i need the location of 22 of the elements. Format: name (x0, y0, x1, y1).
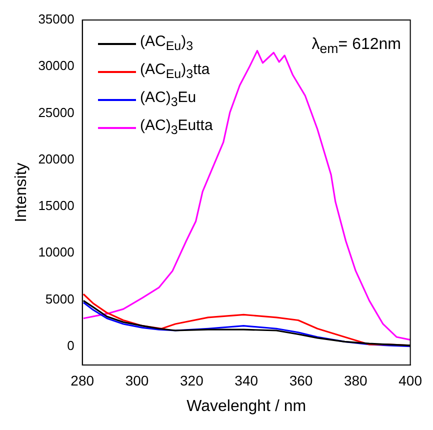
annotation: λ$_{em}$= 612nm (312, 36, 401, 56)
y-tick-label: 35000 (38, 12, 74, 27)
y-tick-label: 25000 (38, 104, 74, 120)
x-tick-label: 280 (70, 372, 94, 388)
y-axis-title: Intensity (13, 162, 30, 222)
legend-label: (AC)$_{3}$Eu (140, 88, 196, 111)
y-tick-label: 5000 (45, 291, 74, 306)
x-tick-label: 380 (344, 372, 368, 388)
y-tick-label: 20000 (38, 151, 74, 166)
y-tick-label: 10000 (38, 244, 74, 260)
x-tick-label: 320 (180, 372, 204, 388)
y-tick-label: 15000 (38, 198, 74, 214)
x-tick-label: 360 (289, 372, 313, 388)
y-tick-label: 0 (67, 338, 74, 353)
x-tick-label: 400 (398, 372, 422, 388)
x-tick-label: 340 (234, 372, 258, 388)
legend-label: (AC$_{Eu}$)$_{3}$tta (140, 60, 210, 83)
x-tick-label: 300 (125, 372, 149, 388)
legend-label: (AC$_{Eu}$)$_{3}$ (140, 32, 194, 55)
x-axis-title: Wavelenght / nm (186, 398, 306, 415)
y-tick-label: 30000 (38, 58, 74, 74)
legend-label: (AC)$_{3}$Eutta (140, 116, 213, 139)
